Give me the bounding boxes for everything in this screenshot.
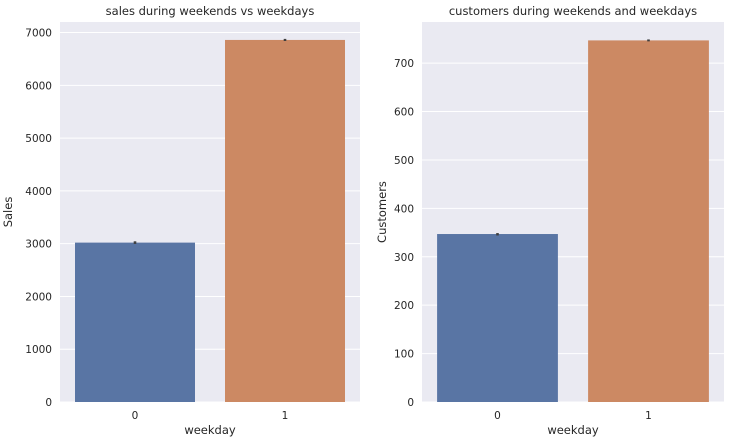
sales-bars	[75, 39, 345, 402]
customers-x-axis-label: weekday	[547, 423, 599, 437]
sales-y-tick-label: 0	[45, 397, 52, 409]
sales-y-tick-label: 2000	[25, 291, 52, 303]
customers-bar-1	[588, 40, 709, 403]
sales-chart-title: sales during weekends vs weekdays	[106, 4, 315, 18]
sales-y-tick-label: 4000	[25, 186, 52, 198]
sales-x-tick-label: 1	[282, 410, 289, 422]
sales-y-tick-label: 6000	[25, 80, 52, 92]
customers-y-tick-label: 600	[394, 107, 414, 119]
customers-y-tick-label: 100	[394, 349, 414, 361]
customers-chart-title: customers during weekends and weekdays	[449, 4, 697, 18]
sales-y-axis-label: Sales	[1, 197, 15, 228]
sales-y-tick-label: 7000	[25, 28, 52, 40]
customers-bar-0	[437, 234, 558, 402]
customers-y-tick-label: 0	[407, 397, 414, 409]
sales-y-tick-label: 1000	[25, 344, 52, 356]
sales-y-tick-label: 5000	[25, 133, 52, 145]
customers-y-tick-label: 400	[394, 203, 414, 215]
customers-y-tick-label: 500	[394, 155, 414, 167]
customers-x-tick-label: 1	[645, 410, 652, 422]
sales-bar-0	[75, 242, 195, 402]
sales-bar-1	[225, 39, 345, 402]
sales-y-tick-label: 3000	[25, 239, 52, 251]
customers-bars	[437, 40, 709, 403]
customers-y-tick-label: 200	[394, 300, 414, 312]
customers-y-ticks: 0 100 200 300 400 500 600 700	[394, 58, 414, 409]
customers-error-bars	[496, 39, 650, 236]
sales-error-bars	[133, 38, 287, 244]
sales-x-axis-label: weekday	[184, 423, 236, 437]
customers-y-tick-label: 300	[394, 252, 414, 264]
customers-y-tick-label: 700	[394, 58, 414, 70]
customers-y-axis-label: Customers	[375, 181, 389, 243]
sales-x-tick-label: 0	[132, 410, 139, 422]
sales-y-ticks: 0 1000 2000 3000 4000 5000 6000 7000	[25, 28, 52, 409]
customers-x-tick-label: 0	[494, 410, 501, 422]
